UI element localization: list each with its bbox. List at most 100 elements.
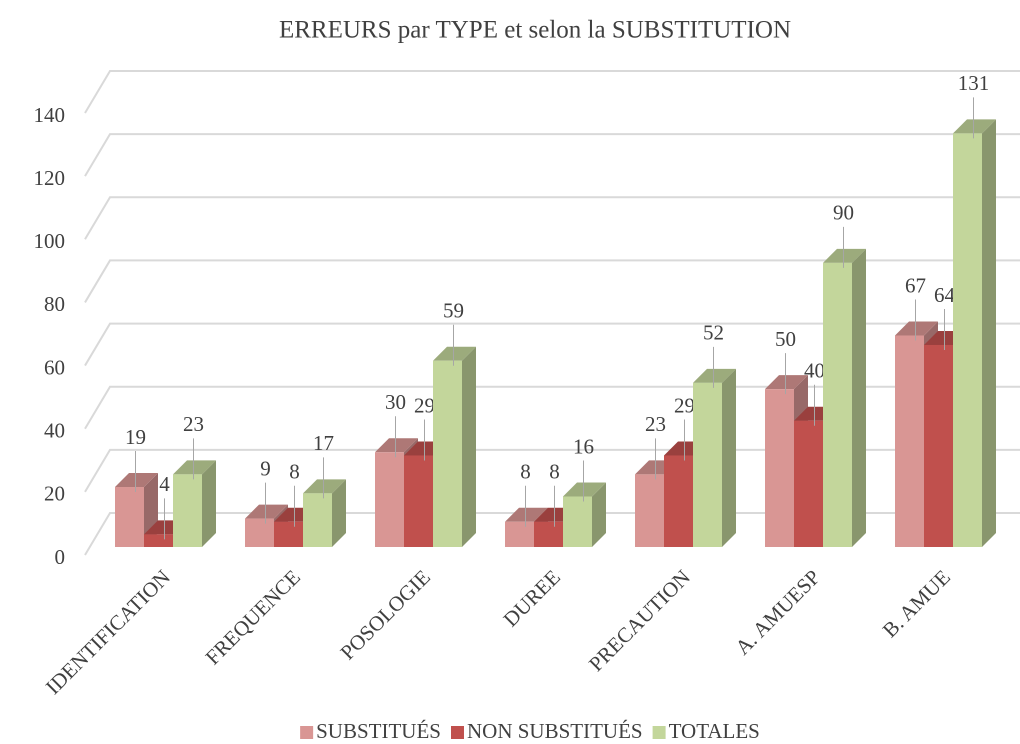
y-tick-label: 40 bbox=[44, 419, 65, 443]
bar bbox=[693, 368, 736, 547]
y-tick-label: 20 bbox=[44, 482, 65, 506]
data-label: 131 bbox=[958, 71, 990, 95]
bar bbox=[115, 473, 158, 547]
grid-line bbox=[84, 133, 1020, 177]
legend-swatch bbox=[652, 726, 666, 739]
bar bbox=[433, 346, 476, 547]
data-label: 4 bbox=[159, 472, 170, 496]
y-tick-label: 80 bbox=[44, 292, 65, 316]
bar-side bbox=[592, 482, 606, 547]
bar bbox=[303, 479, 346, 547]
bar-front bbox=[173, 474, 202, 547]
bar-front bbox=[274, 521, 303, 547]
legend-label: TOTALES bbox=[669, 719, 760, 743]
bar bbox=[173, 460, 216, 547]
x-tick-label: PRECAUTION bbox=[584, 565, 695, 676]
bar-top bbox=[505, 507, 548, 522]
y-tick-label: 0 bbox=[55, 545, 66, 569]
data-label: 59 bbox=[443, 299, 464, 323]
y-tick-label: 60 bbox=[44, 355, 65, 379]
x-tick-label: IDENTIFICATION bbox=[41, 565, 175, 699]
bar-top bbox=[115, 473, 158, 488]
data-label: 67 bbox=[905, 273, 926, 297]
legend-label: NON SUBSTITUÉS bbox=[467, 719, 643, 743]
legend-label: SUBSTITUÉS bbox=[316, 719, 441, 743]
bar-side bbox=[462, 346, 476, 547]
data-label: 40 bbox=[804, 359, 825, 383]
legend: SUBSTITUÉS NON SUBSTITUÉS TOTALES bbox=[300, 719, 760, 743]
data-label: 29 bbox=[414, 393, 435, 417]
y-tick-label: 100 bbox=[34, 229, 66, 253]
legend-swatch bbox=[300, 726, 314, 739]
bar-top bbox=[895, 321, 938, 336]
x-tick-label: B. AMUE bbox=[878, 565, 955, 642]
bar bbox=[563, 482, 606, 547]
bar bbox=[953, 119, 996, 548]
bar-side bbox=[332, 479, 346, 547]
data-label: 8 bbox=[289, 460, 300, 484]
bar-front bbox=[693, 382, 722, 547]
data-label: 30 bbox=[385, 390, 406, 414]
bar-front bbox=[375, 452, 404, 547]
bar bbox=[823, 248, 866, 547]
bar-front bbox=[664, 455, 693, 547]
bar-side bbox=[982, 119, 996, 548]
grid-line bbox=[84, 259, 1020, 303]
data-label: 8 bbox=[520, 460, 531, 484]
bar-top bbox=[953, 119, 996, 134]
bar-front bbox=[245, 518, 274, 547]
bar-front bbox=[433, 360, 462, 547]
x-tick-label: POSOLOGIE bbox=[335, 565, 434, 664]
data-label: 19 bbox=[125, 425, 146, 449]
data-label: 64 bbox=[934, 283, 956, 307]
grid-line bbox=[84, 322, 1020, 367]
data-label: 17 bbox=[313, 431, 334, 455]
x-tick-label: FREQUENCE bbox=[201, 565, 305, 669]
data-label: 50 bbox=[775, 327, 796, 351]
bar-top bbox=[245, 504, 288, 519]
bar-top bbox=[375, 438, 418, 453]
bar-top bbox=[563, 482, 606, 497]
bar-top bbox=[433, 346, 476, 361]
data-label: 52 bbox=[703, 321, 724, 345]
bar-front bbox=[895, 335, 924, 547]
legend-swatch bbox=[450, 726, 464, 739]
bar-front bbox=[953, 133, 982, 547]
bar-top bbox=[765, 375, 808, 390]
bar-front bbox=[115, 487, 144, 547]
y-tick-label: 140 bbox=[34, 103, 66, 127]
x-tick-label: DUREE bbox=[498, 565, 564, 631]
bar-front bbox=[144, 534, 173, 547]
bar-side bbox=[852, 248, 866, 547]
data-label: 9 bbox=[260, 456, 271, 480]
bar-top bbox=[303, 479, 346, 494]
bar-top bbox=[173, 460, 216, 475]
bar-front bbox=[635, 474, 664, 547]
data-label: 23 bbox=[645, 412, 666, 436]
x-tick-label: A. AMUESP bbox=[730, 565, 825, 660]
bar-front bbox=[404, 455, 433, 547]
bar-front bbox=[505, 521, 534, 547]
y-tick-label: 120 bbox=[34, 166, 66, 190]
bar-front bbox=[303, 493, 332, 547]
data-label: 16 bbox=[573, 434, 594, 458]
bar-front bbox=[563, 496, 592, 547]
data-label: 23 bbox=[183, 412, 204, 436]
data-label: 90 bbox=[833, 201, 854, 225]
data-label: 8 bbox=[549, 460, 560, 484]
bar-front bbox=[794, 420, 823, 547]
data-label: 29 bbox=[674, 393, 695, 417]
bar-side bbox=[722, 368, 736, 547]
grid-line bbox=[84, 196, 1020, 240]
bar-top bbox=[693, 368, 736, 383]
bar-front bbox=[924, 344, 953, 547]
grid-line bbox=[84, 385, 1020, 430]
bar-top bbox=[823, 248, 866, 263]
bar-side bbox=[202, 460, 216, 547]
bar-front bbox=[765, 389, 794, 547]
grid-line bbox=[84, 70, 1020, 114]
chart-title: ERREURS par TYPE et selon la SUBSTITUTIO… bbox=[279, 17, 791, 44]
bar-front bbox=[823, 262, 852, 547]
bar-front bbox=[534, 521, 563, 547]
